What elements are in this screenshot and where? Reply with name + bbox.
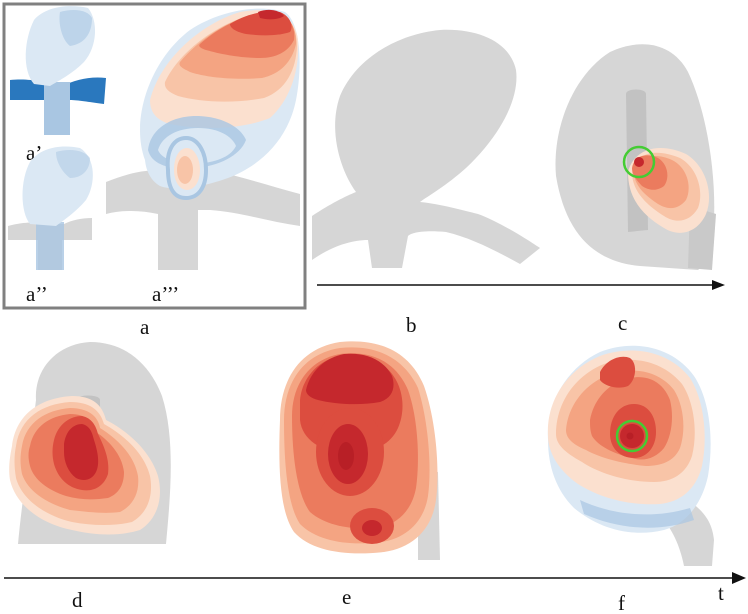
panel-a3-label: a’’’ [152, 282, 179, 306]
panel-d-label: d [72, 588, 83, 612]
panel-f-aneurysm-shape [547, 345, 714, 566]
panel-a3-aneurysm-shape [106, 8, 300, 270]
panel-a2-aneurysm-shape [8, 146, 93, 270]
panel-c-label: c [618, 311, 627, 335]
panel-c-highlight-ring [622, 145, 656, 179]
panel-e-label: e [342, 585, 351, 609]
panel-f-label: f [618, 591, 625, 614]
panel-a1-aneurysm-shape [10, 6, 106, 135]
time-axis-label: t [718, 581, 724, 605]
panel-a: a’ a’’ a’’’ [2, 2, 307, 310]
time-arrow-bottom [4, 572, 746, 584]
panel-a-label: a [140, 315, 150, 339]
panel-c-aneurysm-shape [555, 44, 716, 270]
panel-f-highlight-ring [615, 419, 649, 453]
panel-b-label: b [406, 313, 417, 337]
panel-d-aneurysm-shape [9, 342, 171, 544]
panel-a2-label: a’’ [26, 282, 48, 306]
panel-e-aneurysm-shape [279, 341, 440, 560]
panel-a-frame [2, 2, 307, 310]
time-arrow-top [317, 280, 725, 290]
panel-b-aneurysm-shape [312, 29, 540, 268]
